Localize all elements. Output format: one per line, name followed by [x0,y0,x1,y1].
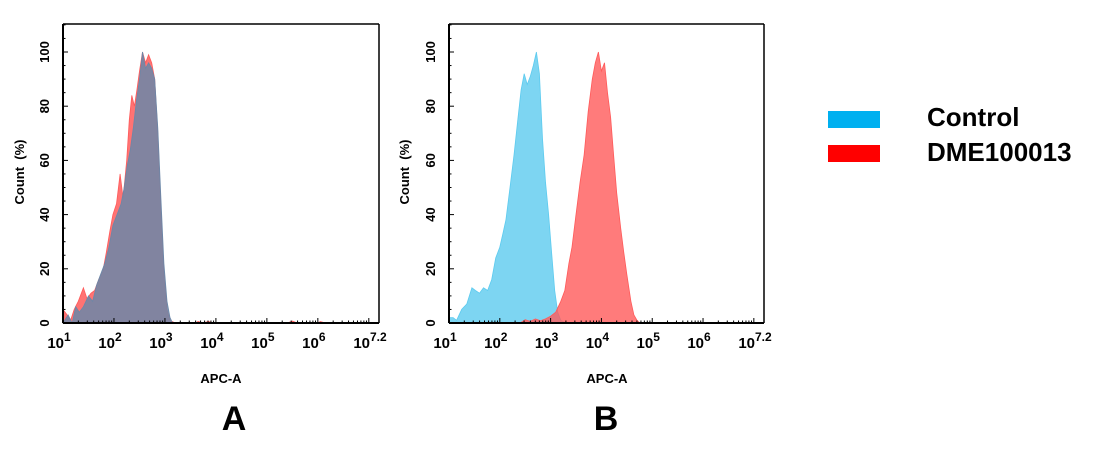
x-tick-label: 101 [433,330,457,352]
x-ticks: 101 102 103 104 105 106 107.2 [47,318,387,352]
x-tick-label: 105 [637,330,661,352]
x-tick-label: 103 [149,330,173,352]
legend-item-dme100013: DME100013 [828,137,1072,167]
histogram-panel-b: 101 102 103 104 105 106 107.2 0 20 40 60 80 100 APC… [397,23,772,438]
x-tick-label: 104 [586,330,610,352]
y-tick-label: 100 [423,41,438,63]
histogram-dme100013 [449,51,764,324]
y-tick-label: 40 [37,207,52,221]
y-tick-label: 60 [423,153,438,167]
y-axis-title: Count (%) [12,140,27,205]
histogram-control [62,51,379,325]
x-tick-label: 103 [535,330,559,352]
axes-frame [448,23,765,324]
histogram-panel-a: 101 102 103 104 105 106 107.2 0 20 40 60 80 100 APC… [12,23,387,438]
x-ticks: 101 102 103 104 105 106 107.2 [433,318,772,352]
y-ticks: 0 20 40 60 80 100 [423,24,454,327]
legend-label-control: Control [927,102,1019,132]
legend-label-dme100013: DME100013 [927,137,1072,167]
y-tick-label: 20 [37,262,52,276]
y-tick-label: 60 [37,153,52,167]
x-tick-label: 104 [200,330,224,352]
x-tick-label: 107.2 [353,330,387,352]
y-tick-label: 20 [423,262,438,276]
x-tick-label: 105 [251,330,275,352]
series-group [62,51,379,325]
legend-swatch-control [828,111,880,128]
histogram-control [448,51,764,324]
x-tick-label: 102 [98,330,122,352]
legend: Control DME100013 [828,102,1072,167]
y-tick-label: 100 [37,41,52,63]
y-tick-label: 80 [423,99,438,113]
panel-label-b: B [594,400,619,438]
panel-label-a: A [222,400,247,438]
y-ticks: 0 20 40 60 80 100 [37,24,68,327]
y-tick-label: 80 [37,99,52,113]
x-axis-title: APC-A [200,371,242,386]
y-tick-label: 0 [423,319,438,326]
x-tick-label: 106 [687,330,711,352]
x-tick-label: 106 [302,330,326,352]
x-axis-title: APC-A [586,371,628,386]
y-axis-title: Count (%) [397,140,412,205]
x-tick-label: 102 [484,330,508,352]
legend-swatch-dme100013 [828,145,880,162]
y-tick-label: 0 [37,319,52,326]
x-tick-label: 101 [47,330,71,352]
y-tick-label: 40 [423,207,438,221]
series-group [448,51,764,324]
x-tick-label: 107.2 [738,330,772,352]
legend-item-control: Control [828,102,1019,132]
